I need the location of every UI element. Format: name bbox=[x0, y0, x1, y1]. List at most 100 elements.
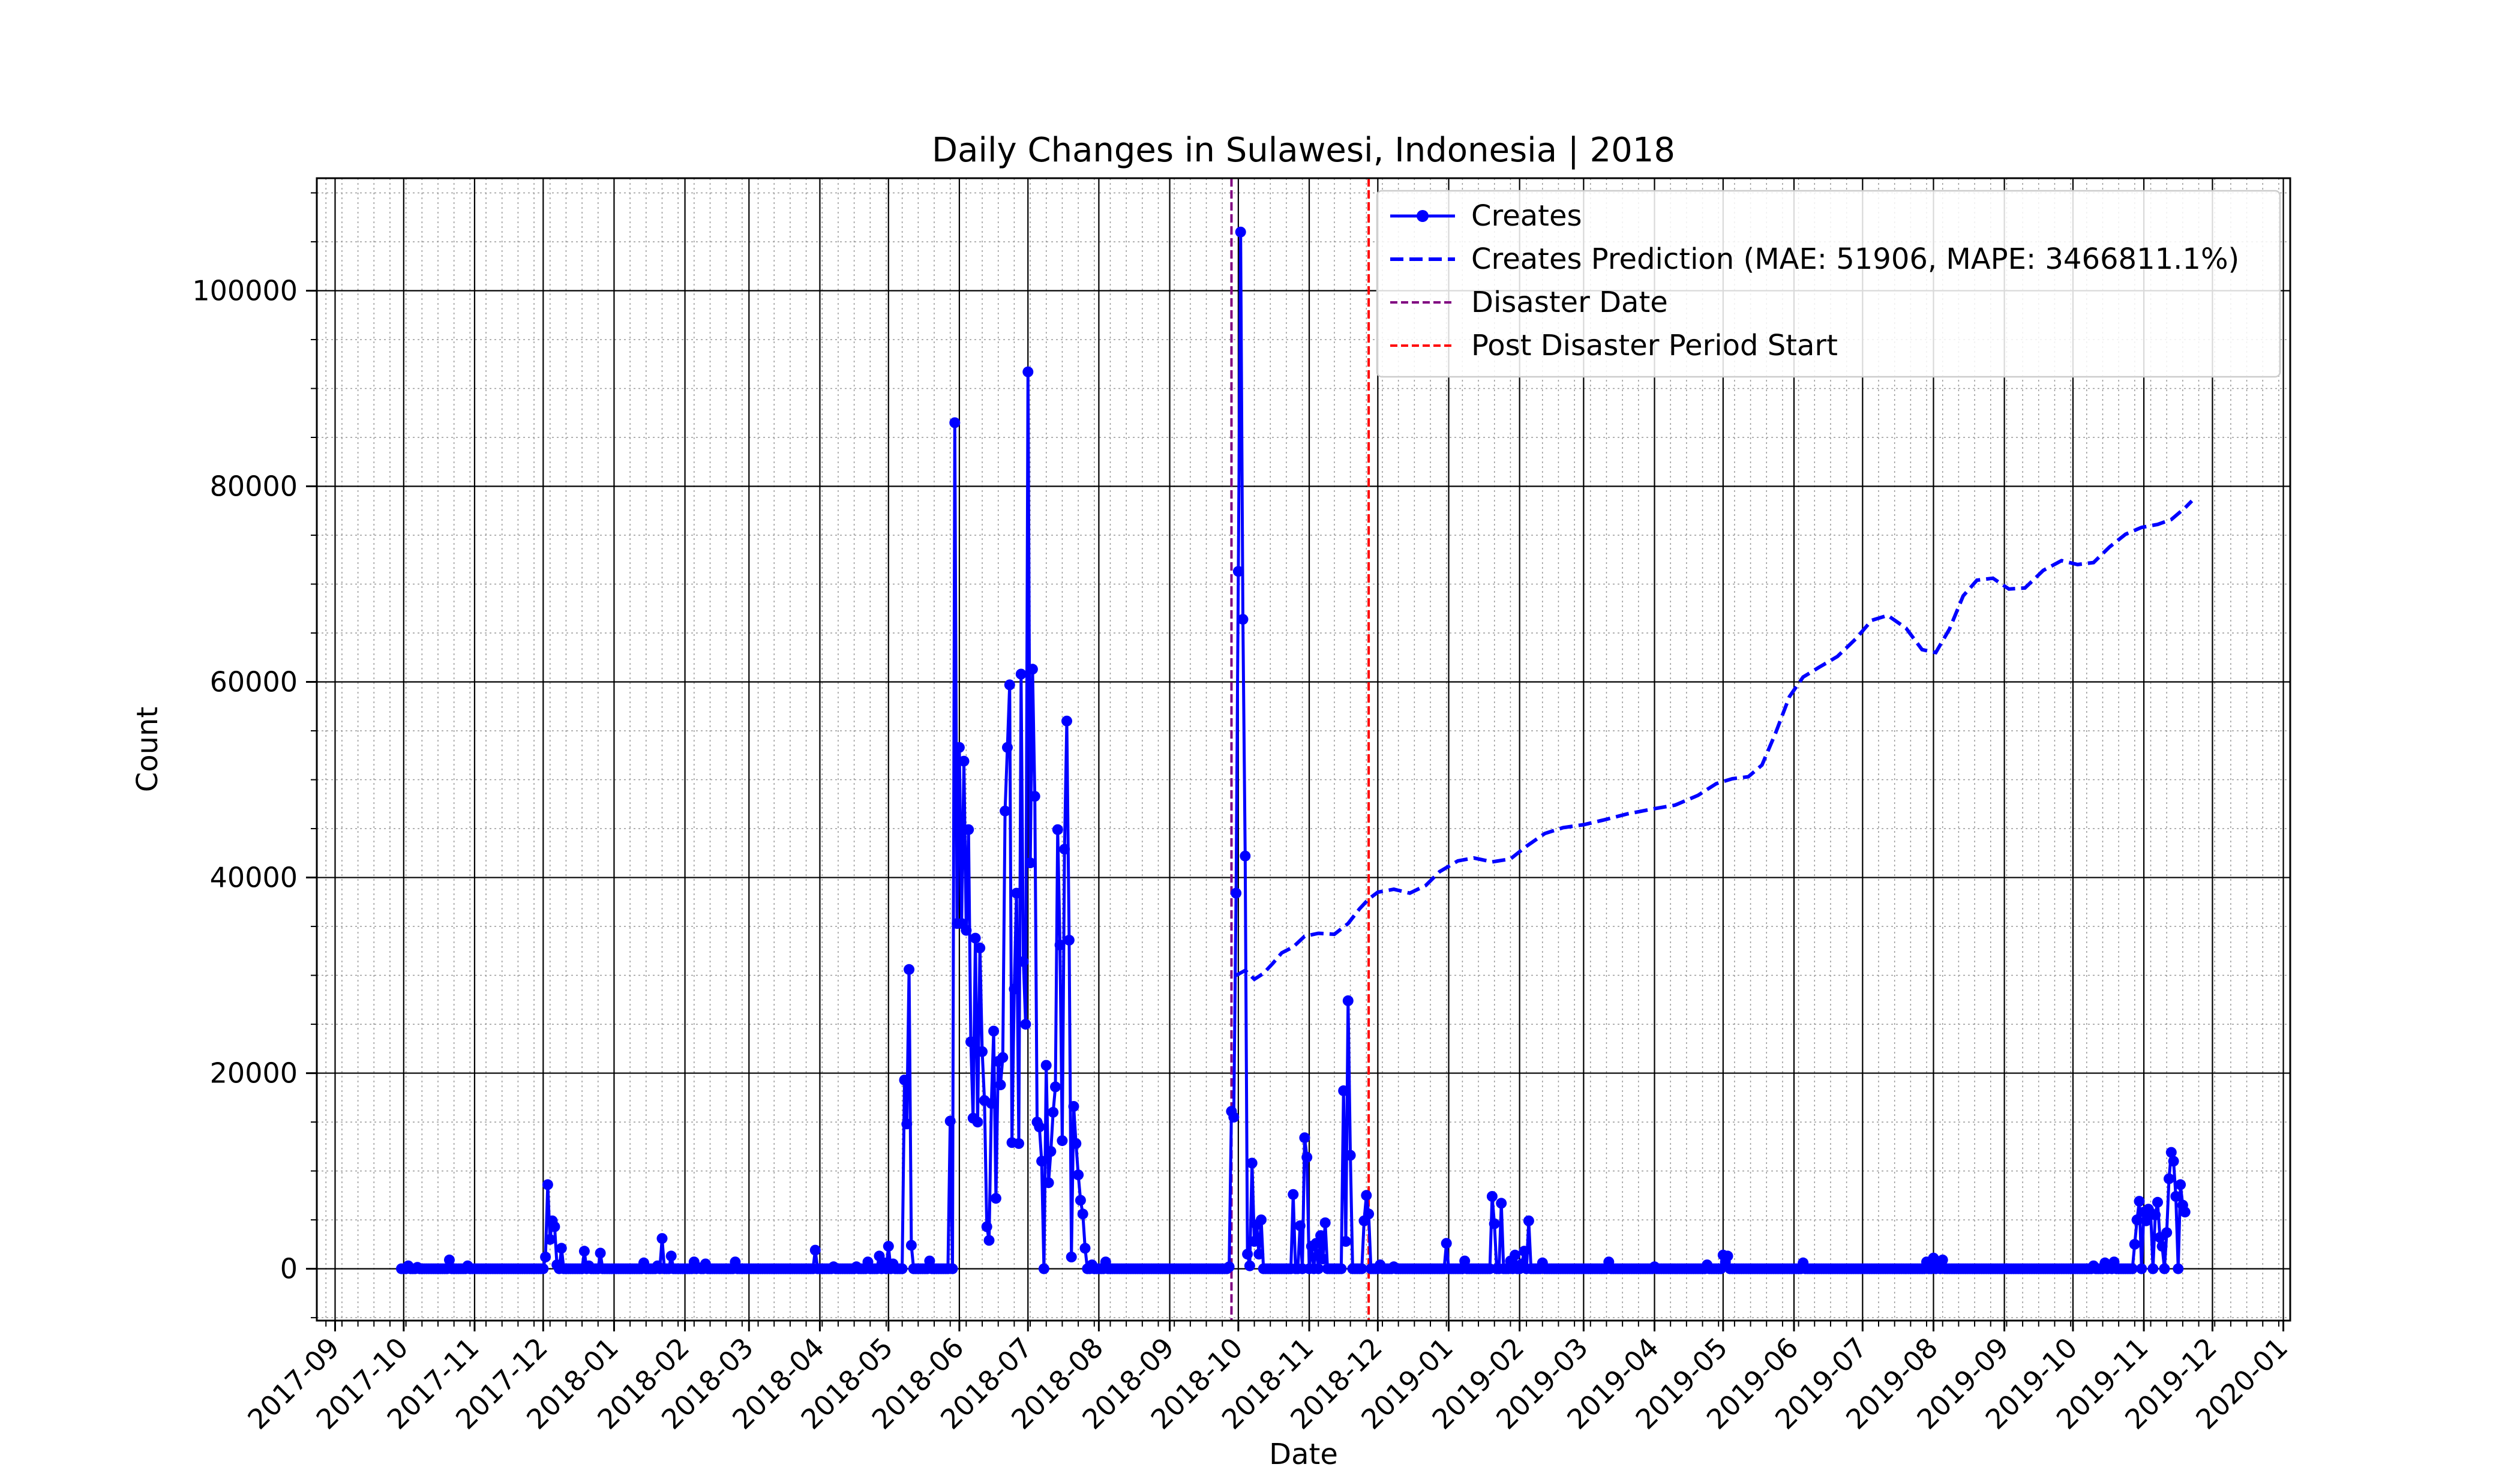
creates-point bbox=[2156, 1241, 2168, 1252]
creates-point bbox=[1022, 366, 1034, 377]
legend: Creates Creates Prediction (MAE: 51906, M… bbox=[1376, 190, 2281, 378]
creates-point bbox=[1020, 1019, 1031, 1030]
creates-point bbox=[1050, 1081, 1061, 1093]
creates-point bbox=[2175, 1179, 2186, 1190]
creates-point bbox=[961, 925, 972, 936]
creates-point bbox=[540, 1252, 551, 1262]
creates-point bbox=[1315, 1230, 1327, 1241]
creates-point bbox=[986, 1098, 997, 1109]
creates-point bbox=[1356, 1263, 1367, 1274]
legend-label: Disaster Date bbox=[1471, 286, 1668, 319]
creates-point bbox=[2147, 1263, 2159, 1274]
creates-point bbox=[2168, 1156, 2179, 1167]
creates-point bbox=[2131, 1214, 2143, 1226]
creates-point bbox=[1011, 887, 1022, 899]
creates-point bbox=[1242, 1249, 1253, 1260]
creates-point bbox=[1013, 1138, 1024, 1149]
creates-point bbox=[1036, 1156, 1048, 1167]
creates-point bbox=[1073, 1169, 1084, 1181]
creates-point bbox=[944, 1115, 956, 1127]
y-tick-label: 100000 bbox=[192, 274, 298, 307]
prediction-line bbox=[1235, 499, 2194, 982]
creates-point bbox=[1363, 1208, 1375, 1220]
creates-point bbox=[953, 742, 965, 753]
creates-point bbox=[1054, 940, 1066, 950]
creates-point bbox=[1486, 1191, 1498, 1202]
creates-point bbox=[981, 1221, 992, 1232]
creates-point bbox=[2164, 1173, 2174, 1184]
legend-label: Creates Prediction (MAE: 51906, MAPE: 34… bbox=[1471, 242, 2239, 276]
creates-point bbox=[1294, 1220, 1306, 1231]
creates-point bbox=[972, 1117, 983, 1128]
creates-point bbox=[578, 1246, 590, 1257]
creates-point bbox=[1253, 1249, 1265, 1260]
creates-point bbox=[905, 1240, 917, 1251]
creates-point bbox=[2165, 1147, 2177, 1158]
creates-point bbox=[2161, 1227, 2173, 1238]
creates-point bbox=[1342, 995, 1354, 1006]
x-axis-ticks: 2017-092017-102017-112017-122018-012018-… bbox=[241, 1321, 2294, 1436]
creates-point bbox=[990, 1193, 1001, 1204]
creates-point bbox=[1025, 857, 1036, 869]
creates-point bbox=[1722, 1250, 1733, 1262]
creates-point bbox=[1018, 956, 1029, 967]
creates-point bbox=[2179, 1207, 2191, 1218]
creates-point bbox=[1937, 1254, 1948, 1265]
legend-items: Creates Creates Prediction (MAE: 51906, M… bbox=[1390, 199, 2239, 362]
creates-point bbox=[556, 1243, 567, 1254]
x-axis-label: Date bbox=[1269, 1438, 1338, 1470]
creates-point bbox=[2136, 1263, 2147, 1274]
creates-point bbox=[1015, 668, 1027, 680]
creates-point bbox=[1066, 1252, 1077, 1262]
creates-point bbox=[1061, 715, 1072, 727]
creates-point bbox=[1313, 1263, 1324, 1274]
creates-point bbox=[970, 932, 981, 944]
creates-point bbox=[2140, 1215, 2152, 1226]
creates-point bbox=[1299, 1132, 1310, 1144]
creates-point bbox=[1523, 1215, 1534, 1226]
creates-point bbox=[1301, 1151, 1313, 1163]
creates-point bbox=[983, 1235, 995, 1246]
creates-point bbox=[1441, 1238, 1452, 1249]
creates-point bbox=[1070, 1138, 1082, 1149]
creates-point bbox=[656, 1233, 668, 1244]
creates-point bbox=[947, 1263, 958, 1274]
creates-point bbox=[1034, 1121, 1045, 1133]
creates-point bbox=[538, 1263, 549, 1274]
creates-point bbox=[1240, 850, 1251, 862]
creates-point bbox=[1004, 679, 1015, 691]
creates-point bbox=[1063, 934, 1075, 946]
creates-point bbox=[1059, 844, 1070, 855]
creates-point bbox=[1040, 1060, 1052, 1071]
creates-point bbox=[1288, 1189, 1299, 1200]
creates-point bbox=[2159, 1263, 2170, 1274]
creates-point bbox=[1068, 1101, 1079, 1112]
chart-title: Daily Changes in Sulawesi, Indonesia | 2… bbox=[932, 131, 1675, 170]
y-tick-label: 40000 bbox=[210, 862, 298, 894]
creates-point bbox=[965, 1036, 976, 1048]
creates-point bbox=[544, 1234, 556, 1245]
creates-point bbox=[595, 1247, 606, 1259]
creates-point bbox=[2173, 1263, 2184, 1274]
creates-point bbox=[1075, 1195, 1086, 1206]
creates-point bbox=[1249, 1236, 1260, 1247]
creates-point bbox=[988, 1025, 1000, 1037]
creates-point bbox=[1237, 614, 1249, 625]
creates-point bbox=[904, 964, 915, 975]
creates-point bbox=[1077, 1208, 1088, 1220]
y-axis-label: Count bbox=[131, 707, 164, 793]
creates-point bbox=[1000, 805, 1011, 817]
creates-point bbox=[901, 1118, 913, 1130]
creates-point bbox=[1009, 983, 1020, 995]
creates-point bbox=[1310, 1238, 1322, 1249]
creates-point bbox=[1027, 664, 1038, 675]
creates-point bbox=[883, 1241, 894, 1252]
creates-point bbox=[2170, 1191, 2182, 1202]
creates-point bbox=[1231, 887, 1242, 899]
creates-point bbox=[896, 1263, 908, 1274]
creates-point bbox=[1232, 566, 1244, 577]
creates-point bbox=[2127, 1263, 2138, 1274]
creates-point bbox=[949, 417, 961, 428]
creates-point bbox=[1336, 1263, 1347, 1274]
